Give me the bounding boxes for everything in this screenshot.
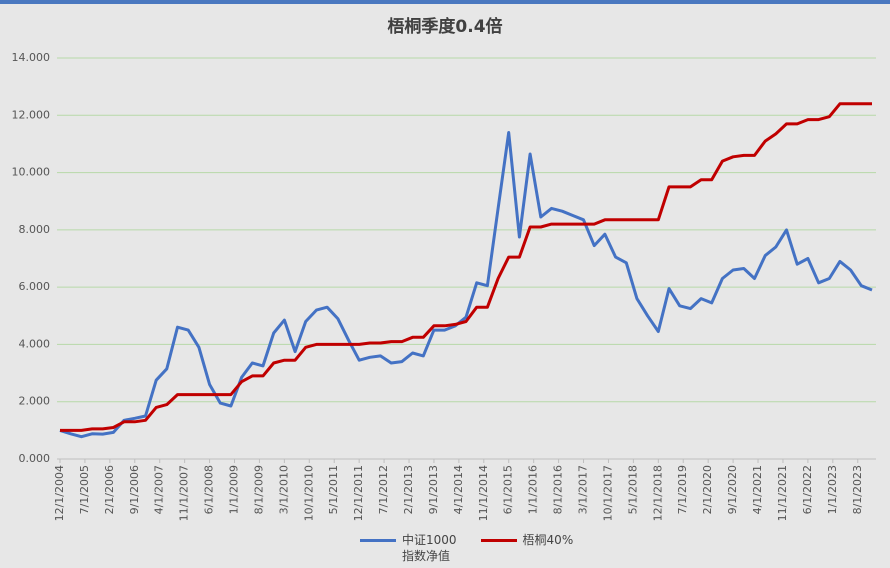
series-line [60,102,872,432]
x-tick-label: 11/1/2014 [477,465,490,521]
x-tick-label: 11/1/2007 [178,465,191,521]
x-tick-label: 6/1/2015 [502,465,515,514]
x-tick-label: 12/1/2004 [53,465,66,521]
chart-title: 梧桐季度0.4倍 [387,16,502,37]
x-tick-label: 9/1/2013 [427,465,440,514]
x-tick-label: 8/1/2009 [252,465,265,514]
y-tick-label: 2.000 [19,395,51,408]
x-tick-label: 12/1/2011 [352,465,365,521]
x-tick-label: 6/1/2008 [203,465,216,514]
x-tick-label: 7/1/2012 [377,465,390,514]
x-tick-label: 5/1/2018 [626,465,639,514]
x-tick-label: 10/1/2010 [302,465,315,521]
x-tick-label: 2/1/2006 [103,465,116,514]
y-tick-label: 0.000 [19,452,51,465]
y-tick-label: 4.000 [19,337,51,350]
y-tick-label: 14.000 [12,51,51,64]
x-tick-label: 9/1/2006 [128,465,141,514]
legend-item: 梧桐40% [480,532,574,564]
series-line [59,131,873,439]
x-tick-label: 8/1/2016 [552,465,565,514]
x-tick-label: 1/1/2009 [228,465,241,514]
x-tick-label: 2/1/2013 [402,465,415,514]
x-tick-label: 4/1/2021 [751,465,764,514]
x-tick-label: 4/1/2014 [452,465,465,514]
x-tick-label: 5/1/2011 [327,465,340,514]
x-tick-label: 4/1/2007 [153,465,166,514]
y-tick-label: 8.000 [19,223,51,236]
x-tick-label: 2/1/2020 [701,465,714,514]
x-tick-label: 10/1/2017 [601,465,614,521]
legend-swatch [360,539,396,542]
legend-label: 梧桐40% [522,533,574,547]
legend-label: 中证1000 指数净值 [402,533,457,563]
y-tick-label: 6.000 [19,280,51,293]
x-tick-label: 11/1/2021 [776,465,789,521]
legend-item: 中证1000 指数净值 [360,532,457,564]
x-tick-label: 6/1/2022 [801,465,814,514]
legend: 中证1000 指数净值 梧桐40% [360,532,573,564]
y-tick-label: 10.000 [12,166,51,179]
x-tick-label: 1/1/2023 [826,465,839,514]
top-bar [0,0,890,4]
x-tick-label: 1/1/2016 [527,465,540,514]
x-tick-label: 3/1/2010 [277,465,290,514]
x-tick-label: 8/1/2023 [851,465,864,514]
x-tick-label: 12/1/2018 [651,465,664,521]
legend-swatch [480,539,517,542]
x-tick-label: 9/1/2020 [726,465,739,514]
y-tick-label: 12.000 [12,108,51,121]
x-tick-label: 7/1/2019 [676,465,689,514]
x-tick-label: 3/1/2017 [577,465,590,514]
x-tick-label: 7/1/2005 [78,465,91,514]
